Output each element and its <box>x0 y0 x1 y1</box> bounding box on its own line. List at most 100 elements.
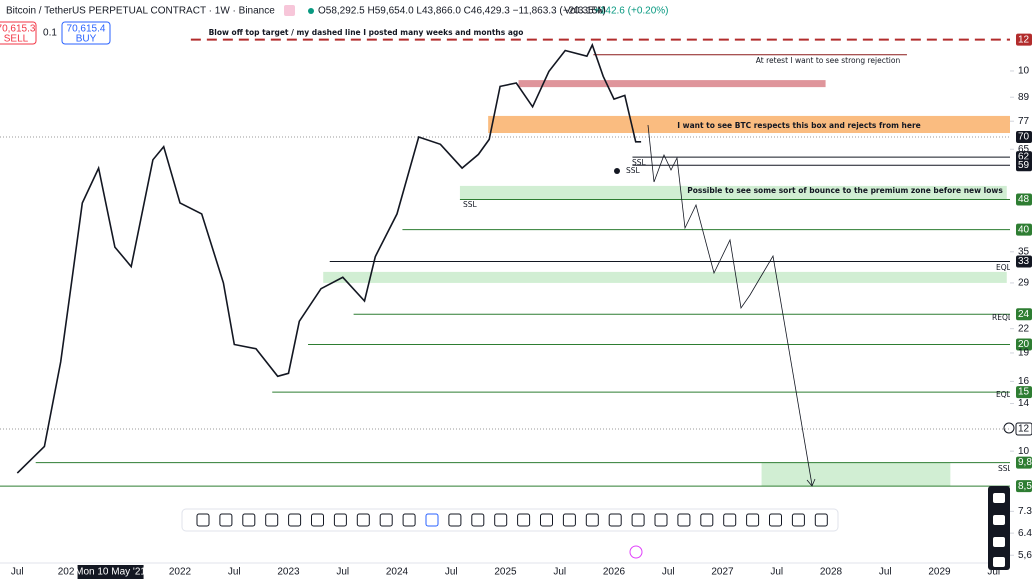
time-tick-label: Jul <box>228 567 241 578</box>
tool-icon[interactable] <box>379 513 393 527</box>
price-tag <box>1016 223 1032 236</box>
marker <box>614 168 620 174</box>
annotation: SSL <box>998 464 1013 473</box>
tool-icon[interactable] <box>448 513 462 527</box>
tool-icon[interactable] <box>562 513 576 527</box>
price-tag <box>1016 159 1032 172</box>
tool-icon[interactable] <box>402 513 416 527</box>
tool-icon[interactable] <box>265 513 279 527</box>
price-tag-label: 59 <box>1018 160 1030 171</box>
price-tag-label: 15 <box>1018 387 1030 398</box>
price-tick-label: 65 <box>1018 144 1030 155</box>
tool-icon[interactable] <box>333 513 347 527</box>
tool-icon[interactable] <box>494 513 508 527</box>
time-tick-label: 2027 <box>711 567 734 578</box>
side-button[interactable] <box>993 557 1005 567</box>
price-tick-label: 77 <box>1018 116 1030 127</box>
tool-icon[interactable] <box>769 513 782 527</box>
price-tag-label: 70 <box>1018 132 1030 143</box>
price-tag-label: 12 <box>1018 34 1030 45</box>
price-tick-label: 19 <box>1018 348 1030 359</box>
sell-price: 70,615.3 <box>0 24 36 35</box>
time-tick-label: Jul <box>879 567 892 578</box>
tool-icon[interactable] <box>311 513 324 527</box>
price-tick-label: 29 <box>1018 278 1030 289</box>
side-button[interactable] <box>993 537 1005 547</box>
price-tag <box>1016 480 1032 493</box>
price-tag <box>1016 33 1032 46</box>
annotation: SSL <box>463 200 478 209</box>
price-tick-label: 5,6 <box>1018 550 1032 561</box>
drawing-toolbar <box>181 508 839 532</box>
tool-icon[interactable] <box>585 513 599 527</box>
time-tick-label: 202 <box>58 567 75 578</box>
add-button[interactable] <box>1003 422 1015 434</box>
tool-icon[interactable] <box>471 513 485 527</box>
replay-icon[interactable] <box>629 545 643 559</box>
time-tick-label: Jul <box>336 567 349 578</box>
tool-icon[interactable] <box>631 513 645 527</box>
price-tag-label: 9,8 <box>1018 457 1032 468</box>
time-tick-label: 2028 <box>820 567 843 578</box>
tool-icon[interactable] <box>540 513 553 527</box>
price-tag-label: 33 <box>1018 256 1030 267</box>
annotation: EQL <box>996 263 1012 272</box>
tool-icon[interactable] <box>219 513 233 527</box>
price-tag <box>1016 255 1032 268</box>
tool-icon[interactable] <box>677 513 691 527</box>
time-tick-label: Jul <box>770 567 783 578</box>
crosshair-label: Mon 10 May '21 <box>75 567 146 578</box>
price-tag <box>1016 456 1032 469</box>
price-tag <box>1016 308 1032 321</box>
time-tick-label: Jul <box>553 567 566 578</box>
tool-icon[interactable] <box>356 513 370 527</box>
tool-icon[interactable] <box>654 513 668 527</box>
tool-icon[interactable] <box>288 513 302 527</box>
tool-icon[interactable] <box>196 513 210 527</box>
flag[interactable] <box>284 5 295 16</box>
tool-icon[interactable] <box>814 513 828 527</box>
header-bar <box>0 0 1010 20</box>
tool-icon[interactable] <box>608 513 622 527</box>
time-tick-label: Jul <box>662 567 675 578</box>
tool-icon[interactable] <box>425 513 439 527</box>
price-tick-label: 89 <box>1018 92 1030 103</box>
time-tick-label: 2029 <box>928 567 951 578</box>
price-line <box>16 42 642 474</box>
tool-icon[interactable] <box>746 513 760 527</box>
sell-label: SELL <box>4 34 29 45</box>
annotation: Blow off top target / my dashed line I p… <box>209 28 524 37</box>
volume: Vol3.15M <box>564 6 606 17</box>
status-dot <box>308 8 314 14</box>
price-tick-label: 22 <box>1018 323 1030 334</box>
tool-icon[interactable] <box>723 513 737 527</box>
buy-price: 70,615.4 <box>67 24 106 35</box>
annotation: SSL <box>626 166 641 175</box>
zone <box>323 271 1007 283</box>
time-tick-label: 2026 <box>603 567 626 578</box>
side-button[interactable] <box>993 493 1005 503</box>
price-tick-label: 10 <box>1018 66 1030 77</box>
annotation: I want to see BTC respects this box and … <box>677 121 921 130</box>
price-tag-label: 24 <box>1018 309 1030 320</box>
price-tag-label: 48 <box>1018 194 1030 205</box>
annotation: Possible to see some sort of bounce to t… <box>687 186 1003 195</box>
zone <box>518 80 826 88</box>
zone <box>488 115 1011 134</box>
price-tick-label: 6.4 <box>1018 528 1032 539</box>
annotation: REQL <box>992 313 1013 322</box>
time-tick-label: 2025 <box>494 567 517 578</box>
time-tick-label: Jul <box>987 567 1000 578</box>
sell-button[interactable] <box>0 21 37 45</box>
annotation: At retest I want to see strong rejection <box>756 56 901 65</box>
price-tick-label: 35 <box>1018 246 1030 257</box>
time-tick-label: 2023 <box>277 567 300 578</box>
tool-icon[interactable] <box>791 513 805 527</box>
tool-icon[interactable] <box>517 513 531 527</box>
tool-icon[interactable] <box>242 513 256 527</box>
buy-button[interactable] <box>61 21 111 45</box>
price-tag-label: 20 <box>1018 339 1030 350</box>
side-button[interactable] <box>993 515 1005 525</box>
tool-icon[interactable] <box>700 513 714 527</box>
projection-path <box>647 124 813 486</box>
